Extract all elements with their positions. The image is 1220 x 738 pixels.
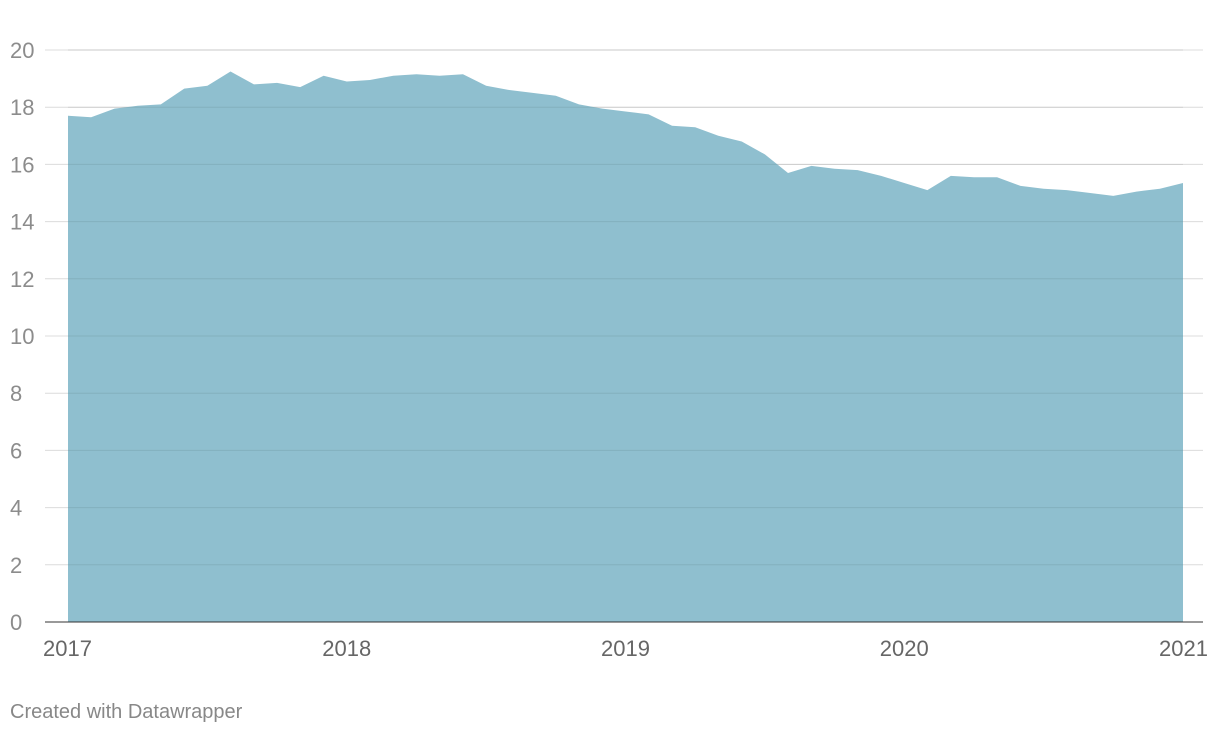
y-tick-label: 12 (10, 267, 34, 292)
y-tick-label: 10 (10, 324, 34, 349)
x-tick-label: 2021 (1159, 636, 1208, 661)
x-tick-label: 2017 (43, 636, 92, 661)
y-tick-label: 14 (10, 210, 34, 235)
y-tick-label: 0 (10, 610, 22, 635)
y-tick-label: 2 (10, 553, 22, 578)
y-tick-label: 8 (10, 381, 22, 406)
y-tick-label: 20 (10, 38, 34, 63)
x-tick-label: 2019 (601, 636, 650, 661)
y-tick-label: 6 (10, 438, 22, 463)
area-chart: 0 2 4 6 8 10 12 14 16 18 20 2017 2018 2019 2020 2021 (10, 38, 1208, 661)
y-tick-label: 18 (10, 95, 34, 120)
y-tick-label: 16 (10, 152, 34, 177)
footer-credit: Created with Datawrapper (10, 701, 243, 723)
y-tick-label: 4 (10, 496, 22, 521)
area-series (68, 71, 1183, 622)
x-tick-label: 2020 (880, 636, 929, 661)
x-tick-label: 2018 (322, 636, 371, 661)
